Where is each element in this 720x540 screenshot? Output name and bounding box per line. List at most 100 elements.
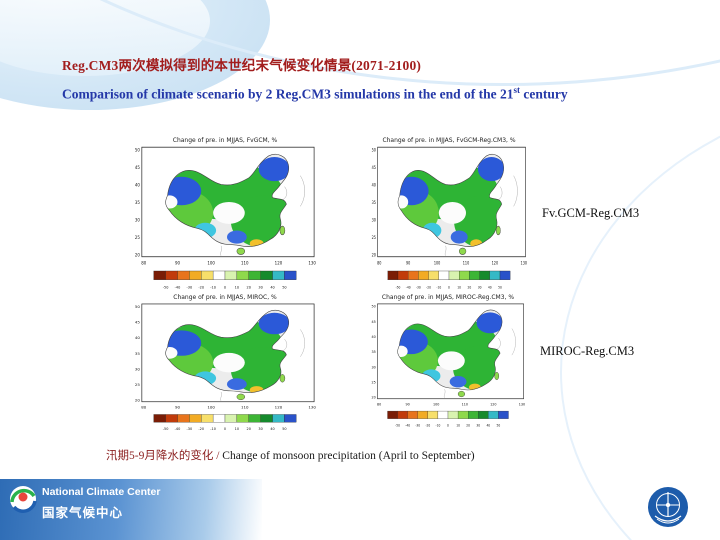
svg-text:30: 30 xyxy=(371,365,376,369)
svg-text:45: 45 xyxy=(135,320,141,325)
svg-text:130: 130 xyxy=(519,402,526,406)
svg-text:40: 40 xyxy=(270,285,275,289)
svg-text:-40: -40 xyxy=(175,285,181,289)
svg-text:80: 80 xyxy=(377,260,382,266)
svg-text:90: 90 xyxy=(175,260,180,265)
svg-text:35: 35 xyxy=(135,200,140,205)
svg-text:50: 50 xyxy=(498,285,502,289)
ncc-logo xyxy=(8,484,38,514)
svg-text:40: 40 xyxy=(135,335,141,340)
svg-text:-10: -10 xyxy=(210,285,216,289)
svg-text:-10: -10 xyxy=(436,285,441,289)
svg-text:-20: -20 xyxy=(425,423,430,427)
wmo-logo xyxy=(647,486,689,528)
svg-text:45: 45 xyxy=(372,165,377,171)
svg-text:80: 80 xyxy=(141,405,147,410)
svg-text:-20: -20 xyxy=(198,427,204,431)
row-label-fvgcm: Fv.GCM-Reg.CM3 xyxy=(542,206,640,220)
svg-text:100: 100 xyxy=(433,402,440,406)
svg-text:-40: -40 xyxy=(406,285,411,289)
svg-text:30: 30 xyxy=(135,366,141,371)
map-title: Change of pre. in MJJAS, FvGCM, % xyxy=(172,137,278,144)
svg-text:40: 40 xyxy=(371,335,376,339)
china-precip-map: 50 45 40 35 30 25 20 80 90 100 110 120 130 -50 -40 -3… xyxy=(364,302,532,431)
svg-text:35: 35 xyxy=(135,351,141,356)
svg-text:25: 25 xyxy=(135,382,141,387)
svg-text:30: 30 xyxy=(372,217,377,223)
svg-text:40: 40 xyxy=(270,427,274,431)
map-title: Change of pre. in MJJAS, MIROC-Reg.CM3, … xyxy=(381,294,515,301)
svg-text:20: 20 xyxy=(468,285,472,289)
svg-text:100: 100 xyxy=(207,405,215,410)
svg-text:-10: -10 xyxy=(210,427,216,431)
svg-text:-30: -30 xyxy=(416,285,421,289)
svg-text:50: 50 xyxy=(135,147,140,152)
slide-title: Reg.CM3两次模拟得到的本世纪末气候变化情景(2071-2100) xyxy=(62,58,422,73)
svg-text:90: 90 xyxy=(406,260,411,266)
background-arc-right xyxy=(560,90,720,540)
org-name-cn: 国家气候中心 xyxy=(42,506,124,520)
svg-text:50: 50 xyxy=(497,423,501,427)
footer-bar: National Climate Center 国家气候中心 xyxy=(0,479,262,540)
svg-text:25: 25 xyxy=(135,235,140,240)
china-precip-map: 50 45 40 35 30 25 20 80 90 100 110 120 130 -50 -40 -3… xyxy=(126,302,324,435)
svg-text:0: 0 xyxy=(447,423,449,427)
svg-text:25: 25 xyxy=(371,380,375,384)
subtitle-text: Comparison of climate scenario by 2 Reg.… xyxy=(62,86,514,102)
svg-text:-30: -30 xyxy=(415,423,420,427)
caption-separator: / xyxy=(213,450,223,462)
svg-text:-30: -30 xyxy=(187,427,193,431)
svg-text:120: 120 xyxy=(275,405,283,410)
svg-text:50: 50 xyxy=(282,427,286,431)
svg-text:30: 30 xyxy=(478,285,482,289)
caption-chinese: 汛期5-9月降水的变化 xyxy=(106,450,214,462)
china-precip-map: 50 45 40 35 30 25 20 80 90 100 110 120 130 -50 -40 -3… xyxy=(364,145,534,294)
svg-text:20: 20 xyxy=(372,252,377,258)
svg-text:50: 50 xyxy=(282,285,287,289)
map-panel-fvgcm-regcm3: Change of pre. in MJJAS, FvGCM-Reg.CM3, … xyxy=(364,136,534,294)
svg-text:30: 30 xyxy=(258,427,262,431)
map-panel-miroc: Change of pre. in MJJAS, MIROC, % 50 4 xyxy=(126,293,324,435)
svg-text:20: 20 xyxy=(466,423,470,427)
svg-text:30: 30 xyxy=(476,423,480,427)
map-title: Change of pre. in MJJAS, FvGCM-Reg.CM3, … xyxy=(382,137,516,144)
china-precip-map: 50 45 40 35 30 25 20 80 90 100 110 120 130 -50 -40 -3… xyxy=(126,145,324,294)
svg-text:10: 10 xyxy=(456,423,460,427)
svg-text:0: 0 xyxy=(448,285,450,289)
svg-text:10: 10 xyxy=(457,285,461,289)
svg-text:90: 90 xyxy=(175,405,181,410)
svg-text:45: 45 xyxy=(135,165,140,170)
svg-text:20: 20 xyxy=(247,427,251,431)
svg-text:80: 80 xyxy=(141,260,146,265)
subtitle-superscript: st xyxy=(513,85,520,95)
row-label-miroc: MIROC-Reg.CM3 xyxy=(540,344,635,358)
svg-text:-40: -40 xyxy=(405,423,410,427)
svg-text:100: 100 xyxy=(207,260,215,265)
svg-text:35: 35 xyxy=(372,200,377,206)
svg-text:80: 80 xyxy=(377,402,382,406)
svg-text:-20: -20 xyxy=(426,285,431,289)
slide-subtitle: Comparison of climate scenario by 2 Reg.… xyxy=(62,84,582,105)
svg-text:130: 130 xyxy=(308,260,316,265)
map-panel-miroc-regcm3: Change of pre. in MJJAS, MIROC-Reg.CM3, … xyxy=(364,293,532,431)
svg-text:110: 110 xyxy=(462,402,469,406)
svg-text:110: 110 xyxy=(463,260,470,266)
svg-text:120: 120 xyxy=(275,260,283,265)
svg-text:120: 120 xyxy=(490,402,497,406)
svg-text:-50: -50 xyxy=(396,285,401,289)
svg-text:-50: -50 xyxy=(395,423,400,427)
svg-text:10: 10 xyxy=(235,427,239,431)
svg-text:130: 130 xyxy=(308,405,316,410)
svg-text:-20: -20 xyxy=(198,285,204,289)
svg-text:45: 45 xyxy=(371,320,375,324)
svg-text:50: 50 xyxy=(372,147,377,153)
svg-text:0: 0 xyxy=(224,427,226,431)
svg-text:-50: -50 xyxy=(163,285,169,289)
svg-text:110: 110 xyxy=(241,405,249,410)
svg-text:30: 30 xyxy=(258,285,263,289)
caption-english: Change of monsoon precipitation (April t… xyxy=(222,450,475,462)
